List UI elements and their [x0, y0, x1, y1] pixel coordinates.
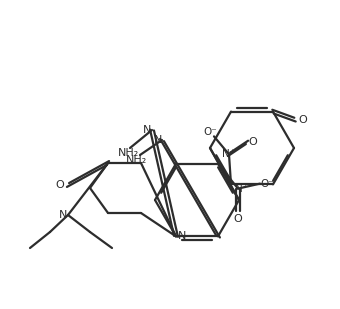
Text: O: O	[299, 115, 307, 125]
Text: NH₂: NH₂	[126, 155, 147, 165]
Text: O: O	[249, 138, 257, 147]
Text: N⁺: N⁺	[222, 149, 236, 159]
Text: N: N	[143, 125, 151, 135]
Text: NH₂: NH₂	[118, 148, 139, 158]
Text: N: N	[178, 231, 186, 241]
Text: N: N	[59, 210, 67, 220]
Text: O⁻: O⁻	[260, 179, 274, 188]
Text: O: O	[56, 180, 64, 190]
Text: O: O	[234, 214, 242, 224]
Text: O⁻: O⁻	[203, 127, 217, 138]
Text: N: N	[154, 135, 162, 145]
Text: N⁺: N⁺	[235, 184, 249, 194]
